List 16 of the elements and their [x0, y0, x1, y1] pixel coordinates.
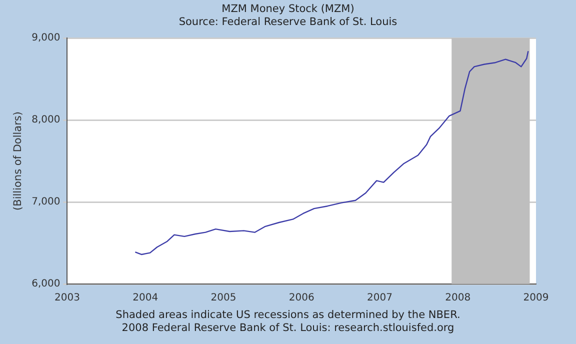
x-tick-label: 2003 [54, 292, 80, 304]
y-tick-label: 9,000 [32, 32, 60, 44]
x-tick-label: 2007 [367, 292, 392, 304]
text: Shaded areas indicate US recessions as determined by the NBER. [114, 309, 462, 322]
y-axis-title: (Billions of Dollars) [12, 112, 24, 210]
chart-title: MZM Money Stock (MZM) [220, 3, 356, 16]
text: 2008 Federal Reserve Bank of St. Louis: research.stlouisfed.org [120, 322, 456, 335]
x-tick-label: 2006 [288, 292, 314, 304]
x-tick-label: 2005 [210, 292, 236, 304]
chart-subtitle: Source: Federal Reserve Bank of St. Louis [178, 16, 398, 29]
y-tick-label: 6,000 [32, 278, 60, 290]
x-tick-label: 2008 [445, 292, 471, 304]
x-tick-label: 2004 [132, 292, 158, 304]
y-tick-label: 8,000 [32, 114, 60, 126]
x-tick-label: 2009 [523, 292, 549, 304]
y-tick-label: 7,000 [32, 196, 60, 208]
